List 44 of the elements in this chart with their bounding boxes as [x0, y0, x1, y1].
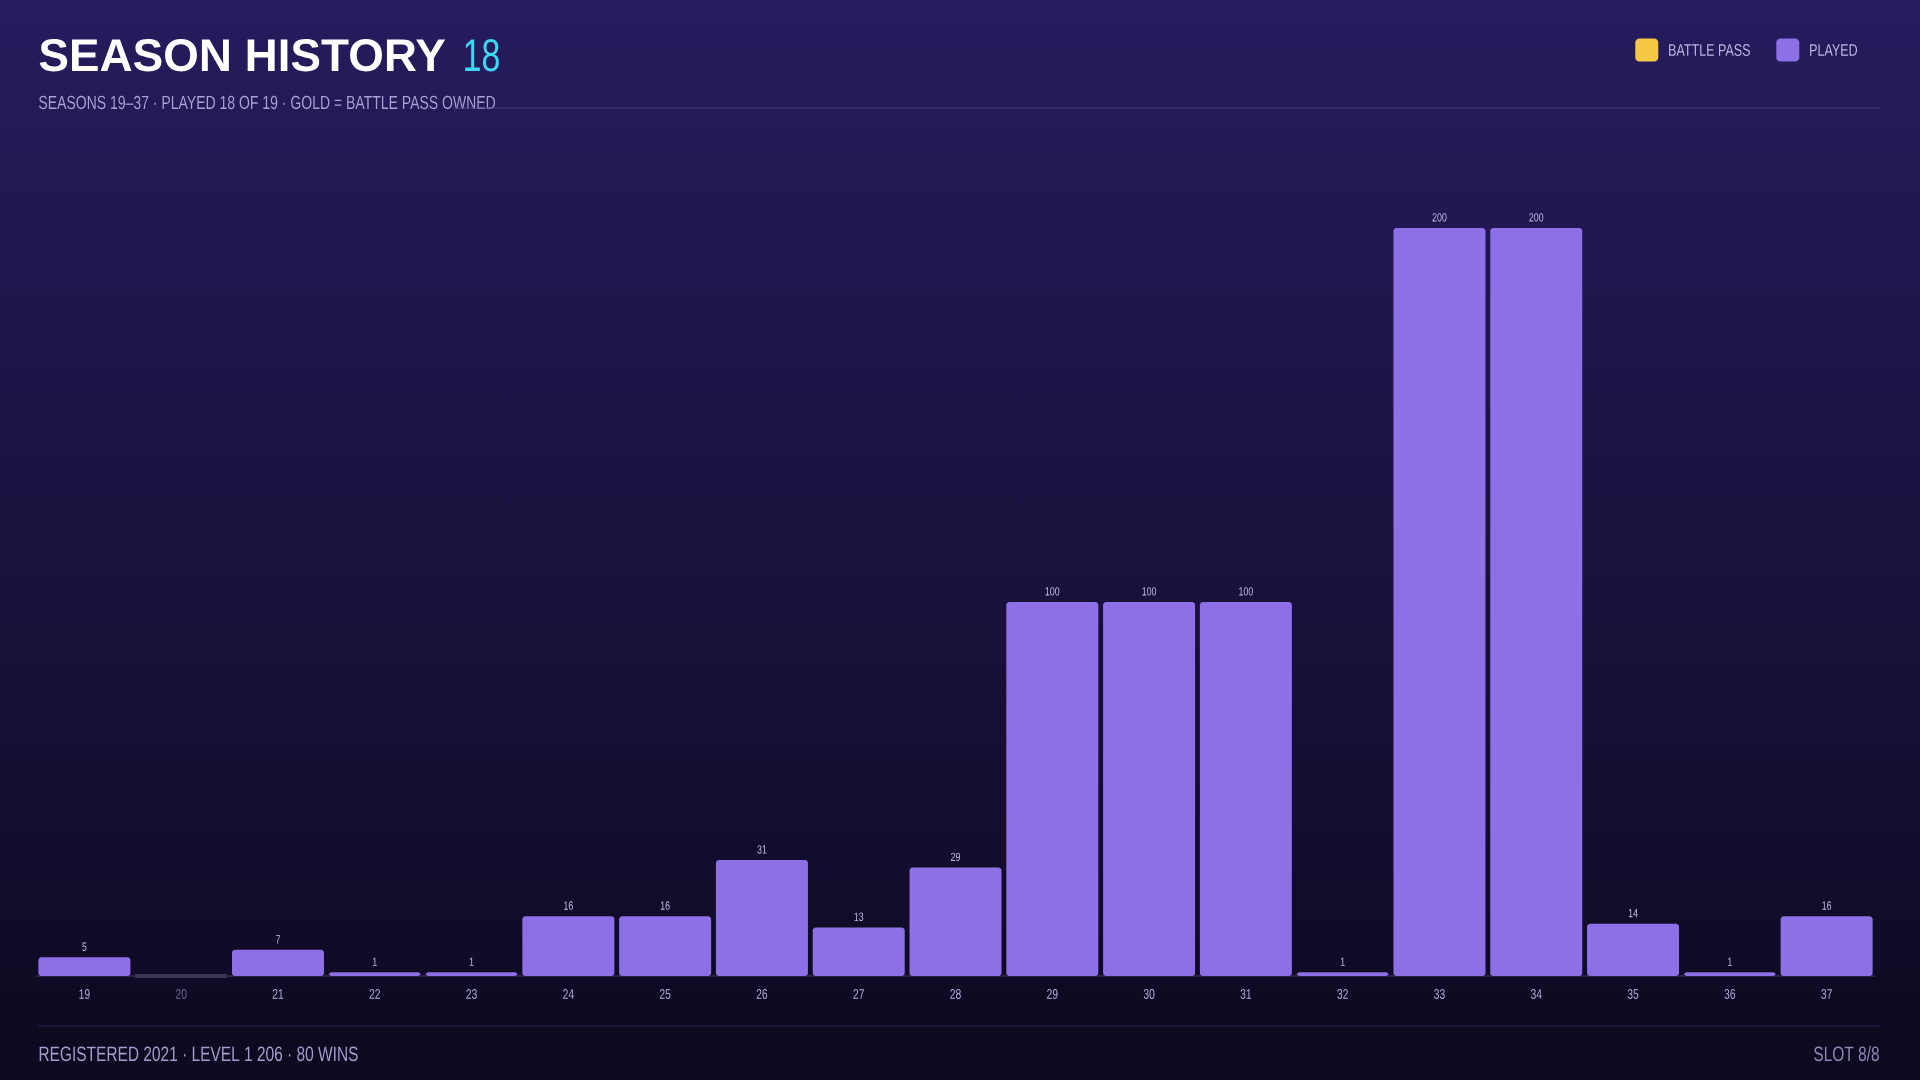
x-tick-label: 23	[466, 989, 477, 999]
x-tick-label: 30	[1143, 989, 1155, 999]
x-tick-label: 32	[1337, 989, 1348, 999]
data-label: 100	[1239, 587, 1253, 596]
x-tick-label: 33	[1434, 989, 1445, 999]
x-tick-label: 26	[756, 989, 768, 999]
x-tick-label: 36	[1724, 989, 1736, 999]
x-tick-label: 37	[1821, 989, 1832, 999]
x-tick-label: 34	[1530, 989, 1542, 999]
x-tick-label: 20	[175, 989, 187, 999]
x-tick-label: 21	[272, 989, 284, 999]
data-label: 1	[469, 957, 474, 966]
data-label: 16	[564, 901, 573, 910]
chart-subtitle: SEASONS 19–37 · PLAYED 18 OF 19 · GOLD = BATTLE PASS OWNED	[39, 95, 496, 110]
x-tick-label: 28	[950, 989, 961, 999]
x-tick-label: 29	[1047, 989, 1058, 999]
legend-label: PLAYED	[1810, 44, 1858, 56]
text: REGISTERED 2021 · LEVEL 1 206 · 80 WINS	[39, 1046, 358, 1062]
x-tick-label: 24	[563, 989, 574, 999]
x-tick-label: 27	[853, 989, 864, 999]
data-label: 1	[1728, 957, 1732, 966]
data-label: 200	[1529, 213, 1544, 222]
data-label: 13	[854, 912, 864, 921]
text: 18	[465, 38, 499, 72]
data-label: 5	[82, 942, 87, 951]
data-label: 14	[1628, 909, 1638, 918]
data-label: 16	[660, 901, 670, 910]
data-label: 16	[1822, 901, 1832, 910]
x-tick-label: 31	[1240, 989, 1252, 999]
data-label: 29	[951, 852, 961, 862]
x-tick-label: 35	[1627, 989, 1639, 999]
text: SLOT 8/8	[1814, 1045, 1879, 1062]
chart-title: SEASON HISTORY	[39, 38, 446, 72]
x-tick-label: 25	[659, 989, 671, 999]
data-label: 7	[275, 935, 280, 944]
data-label: 31	[757, 845, 767, 854]
data-label: 1	[373, 957, 377, 966]
legend-label: BATTLE PASS	[1669, 44, 1750, 56]
x-tick-label: 19	[79, 989, 90, 999]
data-label: 200	[1432, 213, 1447, 222]
data-label: 1	[1340, 957, 1345, 966]
data-label: 100	[1045, 587, 1060, 596]
data-label: 100	[1142, 587, 1157, 596]
x-tick-label: 22	[369, 989, 380, 999]
